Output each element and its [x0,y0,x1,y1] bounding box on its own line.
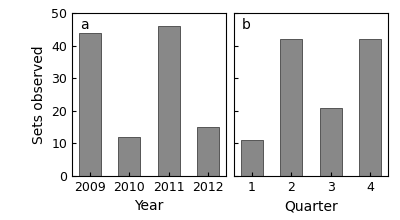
Bar [241,140,262,176]
Bar [79,33,101,176]
Text: b: b [242,18,250,32]
X-axis label: Quarter: Quarter [284,199,338,213]
Text: a: a [80,18,88,32]
Bar [118,137,140,176]
Bar [359,39,381,176]
Bar [320,108,342,176]
Y-axis label: Sets observed: Sets observed [32,45,46,144]
Bar [158,26,180,176]
Bar [198,127,219,176]
Bar [280,39,302,176]
X-axis label: Year: Year [134,199,164,213]
